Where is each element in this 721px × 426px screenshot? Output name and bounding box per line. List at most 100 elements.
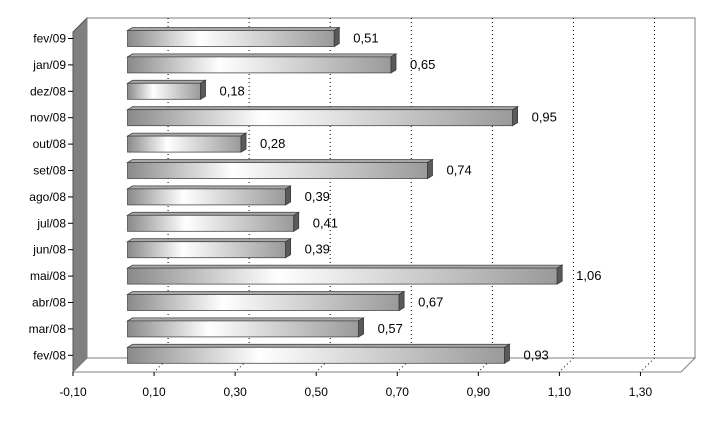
bar-end xyxy=(390,53,397,74)
bar-front xyxy=(127,267,558,285)
x-tick-label: 0,50 xyxy=(305,385,329,399)
category-label: nov/08 xyxy=(30,111,66,125)
x-tick-label: 0,90 xyxy=(467,385,491,399)
bar xyxy=(126,185,293,206)
data-label: 0,65 xyxy=(410,57,435,72)
data-label: 0,57 xyxy=(378,321,403,336)
bar xyxy=(126,290,406,312)
bar xyxy=(126,264,564,285)
bar-front xyxy=(127,214,295,232)
bar-top xyxy=(126,291,406,295)
bar xyxy=(126,343,511,365)
category-label: set/08 xyxy=(33,164,66,178)
category-label: jun/08 xyxy=(32,243,66,257)
gridline xyxy=(315,357,331,373)
data-label: 0,28 xyxy=(260,136,285,151)
x-tick-label: 1,10 xyxy=(548,385,572,399)
bar-front xyxy=(127,294,400,311)
bar-end xyxy=(333,26,340,48)
bar-end xyxy=(240,132,247,153)
bar-top xyxy=(126,27,341,31)
category-label: dez/08 xyxy=(30,84,66,98)
bar xyxy=(126,158,434,180)
bar-front xyxy=(127,241,287,259)
data-label: 0,74 xyxy=(446,163,471,178)
category-label: ago/08 xyxy=(29,190,66,204)
bar-end xyxy=(358,317,364,338)
bar-end xyxy=(512,105,518,127)
bar-front xyxy=(127,109,514,127)
category-label: abr/08 xyxy=(32,296,66,310)
category-label: mar/08 xyxy=(29,322,67,336)
bar xyxy=(126,132,248,153)
gridline xyxy=(234,357,250,373)
bar-top xyxy=(126,317,366,322)
bar-top xyxy=(126,159,434,163)
bar-front xyxy=(127,135,242,153)
bar xyxy=(126,53,398,74)
bar-top xyxy=(126,106,520,111)
bar-front xyxy=(127,162,428,179)
gridline xyxy=(153,357,169,373)
bar-top xyxy=(126,238,293,243)
bar-front xyxy=(127,320,359,338)
gridline xyxy=(559,357,574,373)
bar-end xyxy=(556,264,563,285)
bar-top xyxy=(126,132,248,137)
bars xyxy=(126,26,564,365)
data-label: 0,39 xyxy=(305,242,330,257)
data-label: 0,51 xyxy=(353,31,378,46)
bar xyxy=(126,79,207,101)
data-label: 1,06 xyxy=(576,268,601,283)
x-tick-label: -0,10 xyxy=(59,385,87,399)
data-label: 0,18 xyxy=(219,83,244,98)
bar xyxy=(126,317,366,338)
x-tick-label: 1,30 xyxy=(629,385,653,399)
data-label: 0,95 xyxy=(532,110,557,125)
bar-top xyxy=(126,79,207,84)
data-label: 0,39 xyxy=(305,189,330,204)
bar-top xyxy=(126,211,301,216)
bar-front xyxy=(127,56,392,74)
data-label: 0,93 xyxy=(523,347,548,362)
bar-top xyxy=(126,343,511,348)
bar-end xyxy=(504,343,510,365)
bar-end xyxy=(285,237,292,259)
x-tick-label: 0,10 xyxy=(142,385,166,399)
x-tick-label: 0,30 xyxy=(223,385,247,399)
gridline xyxy=(477,357,493,373)
data-label: 0,67 xyxy=(418,295,443,310)
bar-front xyxy=(127,188,287,206)
value-labels: 0,51 0,65 0,18 0,95 0,28 0,74 0,39 0,41 0,39 1,06… xyxy=(219,31,601,363)
category-label: out/08 xyxy=(33,137,67,151)
category-label: fev/09 xyxy=(33,32,66,46)
category-label: jul/08 xyxy=(36,216,66,230)
bar-front xyxy=(127,30,335,47)
bar-end xyxy=(427,158,433,180)
gridlines xyxy=(153,18,655,373)
bar-end xyxy=(285,185,292,206)
bar-front xyxy=(127,82,201,100)
bar-front xyxy=(127,346,505,364)
bar-end xyxy=(200,79,206,101)
bar-top xyxy=(126,264,564,269)
x-axis: -0,10 0,10 0,30 0,50 0,70 0,90 1,10 1,30 xyxy=(59,372,652,399)
bar-top xyxy=(126,53,398,58)
category-labels: fev/09 jan/09 dez/08 nov/08 out/08 set/08 ago/… xyxy=(29,32,73,362)
x-tick-label: 0,70 xyxy=(386,385,410,399)
left-wall xyxy=(72,16,88,374)
category-label: jan/09 xyxy=(32,58,66,72)
category-label: mai/08 xyxy=(30,269,66,283)
bar xyxy=(126,237,293,259)
bar xyxy=(126,211,301,233)
bar xyxy=(126,26,341,48)
category-label: fev/08 xyxy=(33,348,66,362)
gridline xyxy=(396,357,412,373)
data-label: 0,41 xyxy=(313,215,338,230)
bar-top xyxy=(126,185,293,190)
bar-end xyxy=(293,211,300,233)
gridline xyxy=(640,357,655,373)
bar xyxy=(126,105,520,127)
bar-end xyxy=(398,290,405,312)
